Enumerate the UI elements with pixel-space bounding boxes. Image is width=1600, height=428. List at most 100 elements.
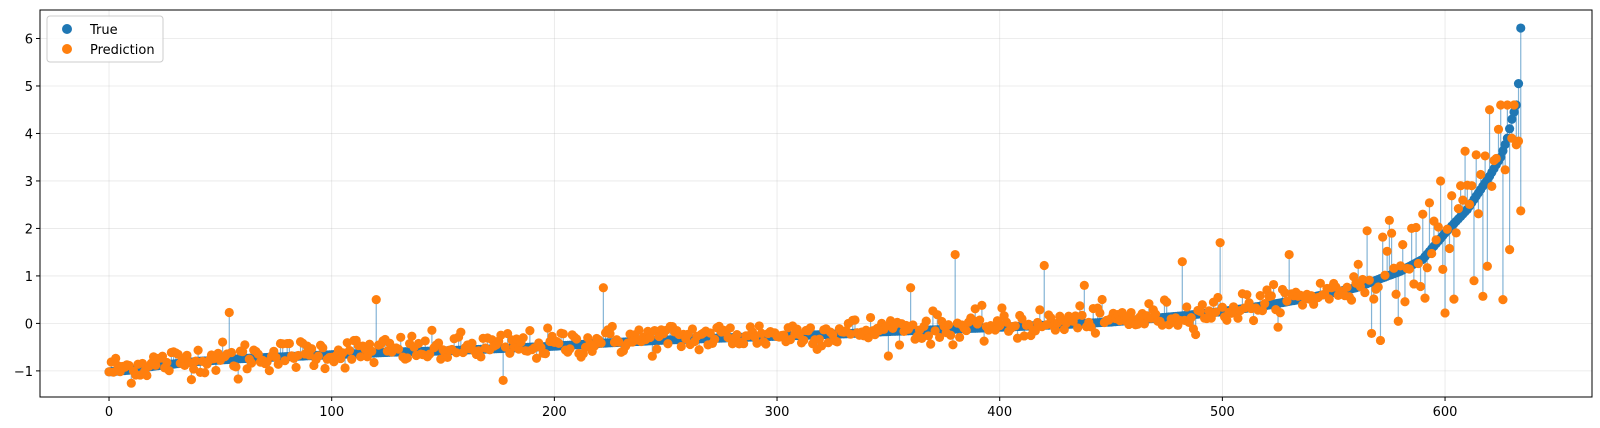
prediction-point (1035, 305, 1045, 315)
legend-label-true: True (89, 23, 118, 38)
prediction-point (451, 348, 461, 358)
prediction-point (1039, 260, 1049, 271)
prediction-point (1418, 209, 1428, 219)
y-tick-label: 6 (25, 32, 33, 47)
prediction-point (1438, 264, 1448, 274)
prediction-point (1413, 258, 1423, 269)
prediction-point (921, 316, 931, 326)
prediction-point (1233, 313, 1243, 323)
prediction-point (1364, 275, 1374, 285)
prediction-point (756, 328, 767, 338)
prediction-point (1275, 308, 1285, 318)
prediction-point (975, 315, 985, 325)
prediction-point (407, 331, 417, 341)
prediction-point (1487, 181, 1497, 192)
prediction-point (955, 332, 965, 342)
prediction-point (1478, 291, 1488, 301)
prediction-point (1097, 294, 1107, 305)
prediction-point (1050, 325, 1060, 335)
prediction-point (1366, 328, 1377, 339)
prediction-point (200, 368, 210, 378)
prediction-point (607, 321, 617, 332)
prediction-point (1255, 291, 1265, 301)
prediction-point (1420, 293, 1430, 303)
prediction-point (1456, 181, 1466, 191)
prediction-point (1197, 300, 1207, 310)
prediction-point (946, 330, 956, 340)
prediction-point (861, 325, 871, 335)
prediction-point (832, 337, 842, 347)
prediction-point (663, 339, 673, 349)
prediction-point (162, 357, 172, 368)
prediction-point (233, 374, 243, 384)
prediction-point (1513, 136, 1524, 146)
prediction-point (676, 341, 686, 352)
prediction-point (540, 349, 551, 359)
prediction-point (997, 303, 1007, 313)
prediction-point (402, 353, 413, 363)
prediction-point (1268, 279, 1279, 290)
prediction-point (1297, 300, 1308, 310)
prediction-point (805, 323, 816, 333)
prediction-point (1266, 291, 1276, 301)
prediction-point (1404, 264, 1415, 274)
prediction-point (1473, 209, 1484, 219)
prediction-point (498, 375, 508, 385)
prediction-point (291, 362, 301, 372)
prediction-series (104, 100, 1526, 388)
prediction-point (1191, 329, 1201, 340)
prediction-point (934, 332, 945, 343)
prediction-point (1273, 322, 1283, 332)
prediction-point (923, 331, 934, 341)
prediction-point (754, 321, 764, 331)
prediction-point (596, 338, 606, 348)
x-tick-label: 600 (1433, 405, 1458, 420)
prediction-point (1360, 287, 1370, 298)
prediction-point (906, 283, 916, 293)
prediction-point (1362, 226, 1372, 236)
x-tick-label: 300 (765, 405, 790, 420)
prediction-point (1077, 310, 1087, 320)
prediction-point (318, 343, 328, 353)
prediction-point (503, 328, 513, 339)
prediction-point (1476, 169, 1486, 180)
x-axis: 0 100 200 300 400 500 600 (105, 397, 1458, 420)
prediction-point (364, 339, 375, 349)
prediction-point (1435, 176, 1446, 186)
prediction-point (1017, 314, 1027, 324)
prediction-point (605, 329, 615, 339)
legend-label-prediction: Prediction (90, 43, 155, 58)
x-tick-label: 0 (105, 405, 113, 420)
prediction-point (1482, 261, 1492, 271)
prediction-point (1458, 195, 1468, 205)
prediction-point (1369, 294, 1379, 304)
prediction-point (1242, 290, 1252, 300)
prediction-point (393, 344, 404, 354)
prediction-point (1442, 224, 1452, 234)
y-tick-label: 0 (25, 317, 33, 332)
prediction-point (164, 366, 174, 376)
prediction-point (531, 353, 542, 363)
prediction-point (1382, 246, 1392, 256)
true-point (1509, 107, 1519, 117)
prediction-point (948, 340, 958, 350)
prediction-point (271, 352, 281, 362)
prediction-point (1073, 323, 1083, 333)
prediction-point (598, 283, 608, 293)
prediction-point (1380, 270, 1390, 280)
prediction-point (725, 323, 735, 333)
prediction-point (979, 336, 989, 346)
prediction-point (1444, 243, 1455, 254)
prediction-point (1346, 295, 1357, 305)
prediction-point (1150, 309, 1161, 319)
prediction-point (226, 347, 237, 358)
prediction-point (1453, 203, 1463, 214)
prediction-point (476, 352, 486, 362)
prediction-point (356, 352, 366, 362)
prediction-point (1398, 240, 1408, 250)
prediction-point (191, 356, 201, 366)
prediction-point (1449, 294, 1459, 304)
prediction-point (396, 332, 406, 342)
prediction-point (307, 344, 317, 354)
